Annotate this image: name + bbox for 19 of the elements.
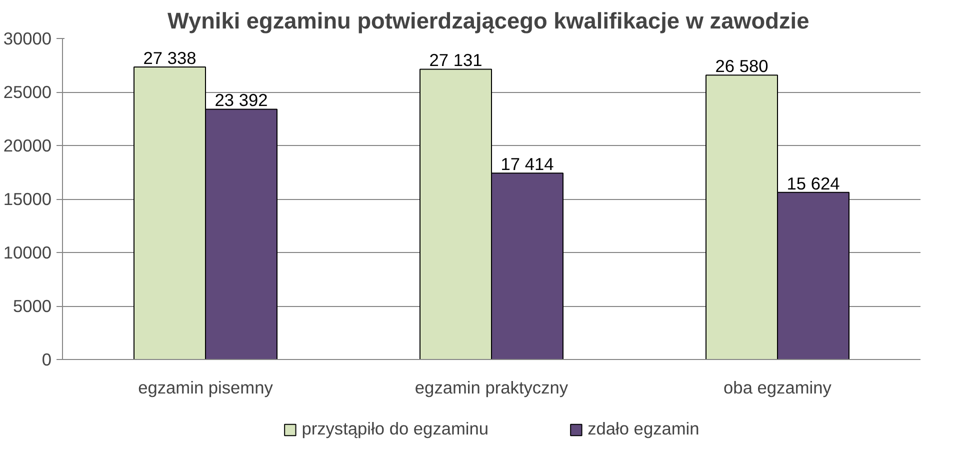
y-tick-label: 25000	[3, 82, 52, 102]
chart-title: Wyniki egzaminu potwierdzającego kwalifikacje w zawodzie	[168, 8, 810, 34]
legend-label: zdało egzamin	[588, 418, 700, 440]
data-label: 23 392	[214, 90, 268, 110]
y-tick-label: 0	[42, 350, 52, 370]
y-tick-label: 20000	[3, 136, 52, 156]
y-tick-label: 30000	[3, 28, 52, 48]
y-tick-label: 15000	[3, 189, 52, 209]
x-tick-label: egzamin praktyczny	[414, 378, 568, 398]
data-label: 26 580	[715, 56, 768, 76]
data-label: 27 131	[429, 50, 482, 70]
legend-label: przystąpiło do egzaminu	[302, 418, 489, 440]
data-label: 27 338	[143, 48, 196, 68]
y-tick-label: 5000	[12, 296, 52, 316]
x-tick-label: egzamin pisemny	[138, 378, 274, 398]
y-tick-label: 10000	[3, 242, 52, 262]
x-tick-label: oba egzaminy	[724, 378, 832, 398]
data-label: 17 414	[500, 154, 554, 174]
data-label: 15 624	[786, 173, 840, 194]
